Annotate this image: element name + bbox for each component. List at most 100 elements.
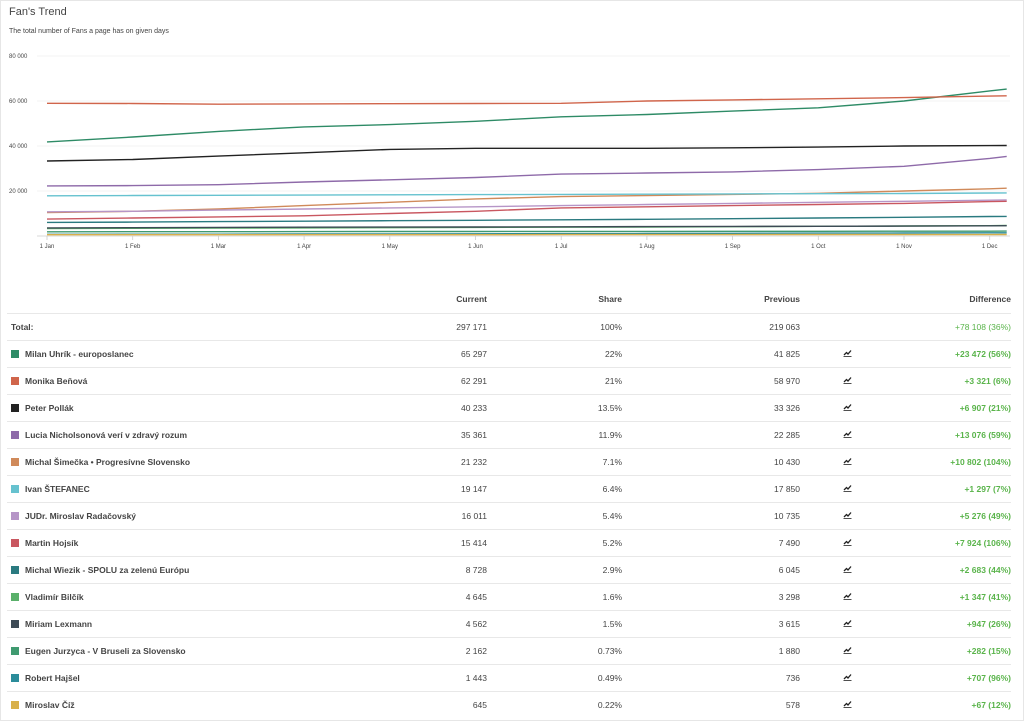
trend-chart-icon[interactable] bbox=[843, 700, 852, 708]
series-color-swatch bbox=[11, 701, 19, 709]
trend-chart-icon[interactable] bbox=[843, 484, 852, 492]
page-name-cell[interactable]: Peter Pollák bbox=[7, 394, 307, 422]
table-header-row: Current Share Previous Difference bbox=[7, 285, 1011, 314]
series-line[interactable] bbox=[46, 199, 1007, 213]
table-row: Martin Hojsík 15 414 5.2% 7 490 +7 924 (106%… bbox=[7, 529, 1011, 557]
page-name-cell[interactable]: JUDr. Miroslav Radačovský bbox=[7, 502, 307, 530]
series-line[interactable] bbox=[46, 215, 1007, 224]
page-name-cell[interactable]: Miroslav Číž bbox=[7, 691, 307, 718]
table-row: Eugen Jurzyca - V Bruseli za Slovensko 2 … bbox=[7, 637, 1011, 665]
x-tick-label: 1 Apr bbox=[297, 244, 311, 250]
series-color-swatch bbox=[11, 647, 19, 655]
trend-chart-icon[interactable] bbox=[843, 592, 852, 600]
table-row-total: Total: 297 171 100% 219 063 +78 108 (36%… bbox=[7, 313, 1011, 341]
current-value: 15 414 bbox=[307, 529, 499, 557]
page-name-cell[interactable]: Monika Beňová bbox=[7, 367, 307, 395]
page-name-cell[interactable]: Milan Uhrík - europoslanec bbox=[7, 340, 307, 368]
page-name: Vladimír Bilčík bbox=[25, 592, 84, 602]
page-name-cell[interactable]: Lucia Nicholsonová verí v zdravý rozum bbox=[7, 421, 307, 449]
difference-value: +10 802 (104%) bbox=[852, 448, 1011, 476]
page-name: Peter Pollák bbox=[25, 403, 74, 413]
page-name: Monika Beňová bbox=[25, 376, 88, 386]
x-tick-label: 1 Feb bbox=[125, 244, 141, 250]
trend-chart-icon[interactable] bbox=[843, 376, 852, 384]
header-previous[interactable]: Previous bbox=[764, 294, 800, 304]
current-value: 40 233 bbox=[307, 394, 499, 422]
page-name: Miroslav Číž bbox=[25, 700, 75, 710]
difference-value: +282 (15%) bbox=[852, 637, 1011, 665]
page-name: Ivan ŠTEFANEC bbox=[25, 484, 90, 494]
trend-chart-icon[interactable] bbox=[843, 565, 852, 573]
share-value: 1.5% bbox=[499, 610, 634, 638]
x-tick-label: 1 Sep bbox=[725, 244, 741, 250]
page-name-cell[interactable]: Martin Hojsík bbox=[7, 529, 307, 557]
trend-chart-icon[interactable] bbox=[843, 403, 852, 411]
page-name: JUDr. Miroslav Radačovský bbox=[25, 511, 137, 521]
x-tick-label: 1 Aug bbox=[639, 244, 654, 250]
difference-value: +23 472 (56%) bbox=[852, 340, 1011, 368]
header-current[interactable]: Current bbox=[456, 294, 487, 304]
page-name-cell[interactable]: Vladimír Bilčík bbox=[7, 583, 307, 611]
trend-chart-icon[interactable] bbox=[843, 349, 852, 357]
x-tick-label: 1 May bbox=[382, 244, 398, 250]
page-name: Michal Wiezik - SPOLU za zelenú Európu bbox=[25, 565, 190, 575]
total-previous: 219 063 bbox=[634, 313, 812, 341]
table-row: JUDr. Miroslav Radačovský 16 011 5.4% 10 73… bbox=[7, 502, 1011, 530]
trend-chart-icon[interactable] bbox=[843, 430, 852, 438]
header-difference[interactable]: Difference bbox=[969, 294, 1011, 304]
series-line[interactable] bbox=[46, 95, 1007, 105]
trend-chart-icon[interactable] bbox=[843, 457, 852, 465]
previous-value: 10 430 bbox=[634, 448, 812, 476]
previous-value: 3 615 bbox=[634, 610, 812, 638]
difference-value: +67 (12%) bbox=[852, 691, 1011, 718]
trend-cell bbox=[812, 340, 852, 368]
share-value: 13.5% bbox=[499, 394, 634, 422]
previous-value: 578 bbox=[634, 691, 812, 718]
share-value: 5.4% bbox=[499, 502, 634, 530]
difference-value: +13 076 (59%) bbox=[852, 421, 1011, 449]
trend-chart-icon[interactable] bbox=[843, 673, 852, 681]
table-row: Lucia Nicholsonová verí v zdravý rozum 35… bbox=[7, 421, 1011, 449]
previous-value: 1 880 bbox=[634, 637, 812, 665]
series-line[interactable] bbox=[46, 192, 1007, 197]
series-line[interactable] bbox=[46, 88, 1007, 143]
y-tick-label: 40 000 bbox=[9, 144, 28, 150]
trend-chart-icon[interactable] bbox=[843, 646, 852, 654]
x-tick-label: 1 Jan bbox=[40, 244, 55, 250]
series-line[interactable] bbox=[46, 144, 1007, 162]
trend-chart-icon[interactable] bbox=[843, 511, 852, 519]
share-value: 6.4% bbox=[499, 475, 634, 503]
share-value: 1.6% bbox=[499, 583, 634, 611]
chart-subtitle: The total number of Fans a page has on g… bbox=[9, 28, 169, 35]
page-name: Michal Šimečka • Progresívne Slovensko bbox=[25, 457, 191, 467]
y-tick-label: 80 000 bbox=[9, 54, 28, 60]
table-row: Miriam Lexmann 4 562 1.5% 3 615 +947 (26%) bbox=[7, 610, 1011, 638]
header-share[interactable]: Share bbox=[598, 294, 622, 304]
series-line[interactable] bbox=[46, 230, 1007, 233]
series-line[interactable] bbox=[46, 187, 1007, 214]
share-value: 0.22% bbox=[499, 691, 634, 718]
difference-value: +5 276 (49%) bbox=[852, 502, 1011, 530]
previous-value: 6 045 bbox=[634, 556, 812, 584]
series-line[interactable] bbox=[46, 225, 1007, 229]
share-value: 11.9% bbox=[499, 421, 634, 449]
share-value: 0.49% bbox=[499, 664, 634, 692]
page-name-cell[interactable]: Eugen Jurzyca - V Bruseli za Slovensko bbox=[7, 637, 307, 665]
page-name-cell[interactable]: Michal Wiezik - SPOLU za zelenú Európu bbox=[7, 556, 307, 584]
y-tick-label: 60 000 bbox=[9, 99, 28, 105]
current-value: 62 291 bbox=[307, 367, 499, 395]
share-value: 5.2% bbox=[499, 529, 634, 557]
series-line[interactable] bbox=[46, 200, 1007, 220]
previous-value: 3 298 bbox=[634, 583, 812, 611]
series-line[interactable] bbox=[46, 155, 1007, 187]
total-label: Total: bbox=[7, 313, 307, 341]
trend-chart-icon[interactable] bbox=[843, 619, 852, 627]
page-name-cell[interactable]: Miriam Lexmann bbox=[7, 610, 307, 638]
page-name-cell[interactable]: Robert Hajšel bbox=[7, 664, 307, 692]
page-name-cell[interactable]: Michal Šimečka • Progresívne Slovensko bbox=[7, 448, 307, 476]
trend-cell bbox=[812, 475, 852, 503]
page-name-cell[interactable]: Ivan ŠTEFANEC bbox=[7, 475, 307, 503]
trend-chart-icon[interactable] bbox=[843, 538, 852, 546]
difference-value: +6 907 (21%) bbox=[852, 394, 1011, 422]
series-color-swatch bbox=[11, 404, 19, 412]
